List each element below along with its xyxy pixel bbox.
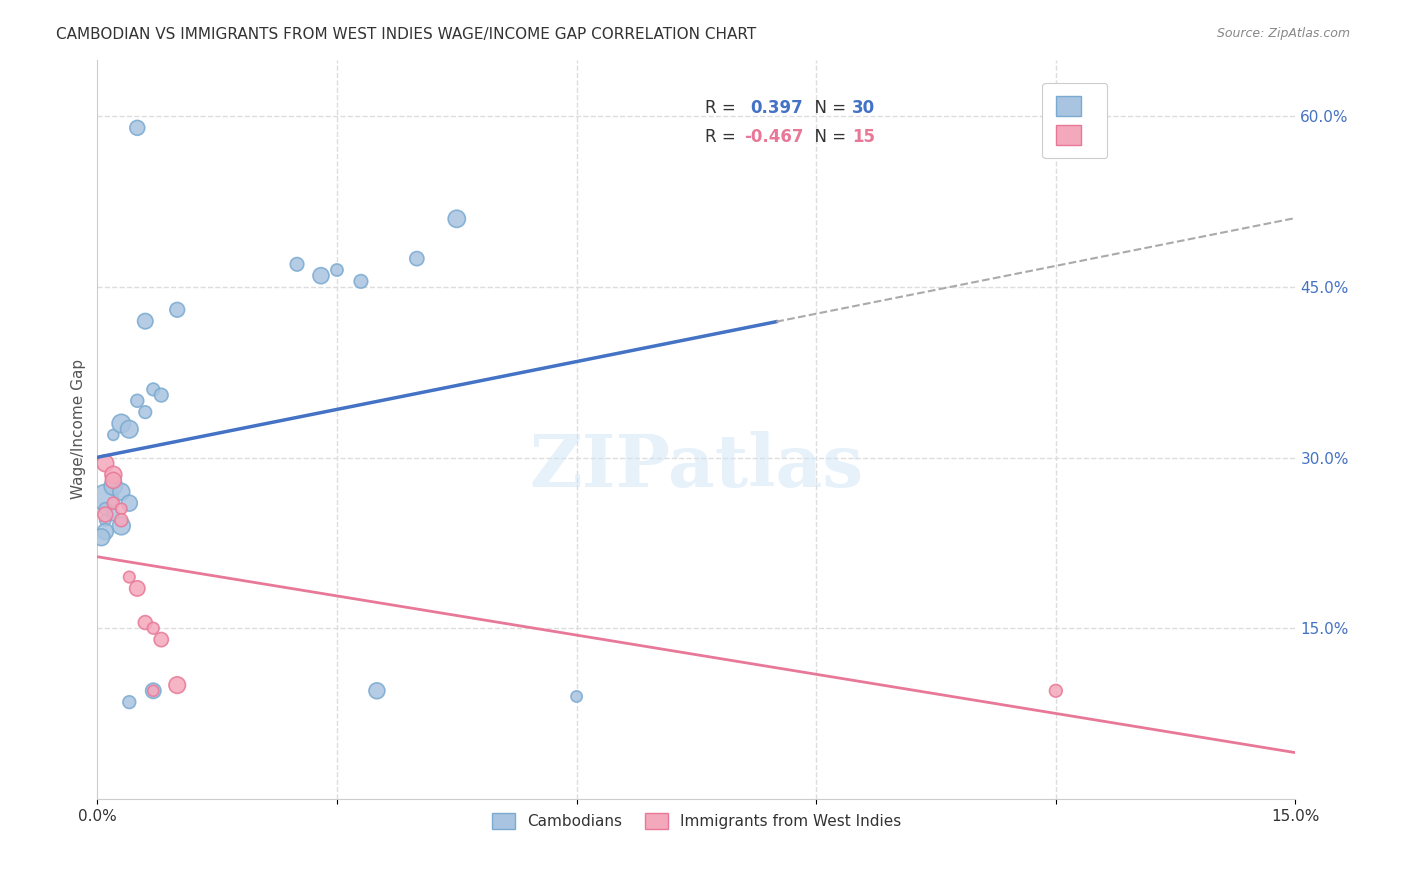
- Point: [103, 508, 125, 522]
- Point: [1045, 683, 1067, 698]
- Point: [118, 496, 141, 510]
- Point: [94, 513, 117, 527]
- Point: [150, 388, 173, 402]
- Point: [94, 524, 117, 539]
- Point: [103, 474, 125, 488]
- Point: [150, 632, 173, 647]
- Text: CAMBODIAN VS IMMIGRANTS FROM WEST INDIES WAGE/INCOME GAP CORRELATION CHART: CAMBODIAN VS IMMIGRANTS FROM WEST INDIES…: [56, 27, 756, 42]
- Point: [405, 252, 427, 266]
- Text: R =: R =: [704, 128, 741, 146]
- Legend: Cambodians, Immigrants from West Indies: Cambodians, Immigrants from West Indies: [485, 807, 907, 836]
- Point: [127, 120, 149, 135]
- Point: [142, 683, 165, 698]
- Point: [110, 501, 132, 516]
- Point: [142, 383, 165, 397]
- Point: [110, 484, 132, 499]
- Point: [118, 695, 141, 709]
- Point: [309, 268, 332, 283]
- Point: [446, 211, 468, 226]
- Point: [110, 519, 132, 533]
- Point: [110, 417, 132, 431]
- Point: [285, 257, 308, 271]
- Point: [366, 683, 388, 698]
- Text: 0.397: 0.397: [751, 99, 803, 117]
- Text: -0.467: -0.467: [744, 128, 804, 146]
- Point: [166, 302, 188, 317]
- Text: N =: N =: [804, 99, 852, 117]
- Point: [118, 422, 141, 436]
- Point: [134, 405, 156, 419]
- Point: [166, 678, 188, 692]
- Point: [110, 513, 132, 527]
- Text: ZIPatlas: ZIPatlas: [529, 431, 863, 501]
- Point: [94, 501, 117, 516]
- Text: 15: 15: [852, 128, 875, 146]
- Point: [94, 491, 117, 505]
- Point: [565, 690, 588, 704]
- Point: [94, 508, 117, 522]
- Text: 30: 30: [852, 99, 876, 117]
- Point: [134, 615, 156, 630]
- Point: [103, 479, 125, 493]
- Point: [142, 683, 165, 698]
- Point: [127, 582, 149, 596]
- Point: [103, 428, 125, 442]
- Point: [90, 530, 112, 544]
- Text: N =: N =: [804, 128, 852, 146]
- Text: R =: R =: [704, 99, 747, 117]
- Point: [350, 274, 373, 288]
- Point: [326, 263, 349, 277]
- Y-axis label: Wage/Income Gap: Wage/Income Gap: [72, 359, 86, 500]
- Point: [118, 570, 141, 584]
- Point: [103, 496, 125, 510]
- Point: [103, 467, 125, 482]
- Text: Source: ZipAtlas.com: Source: ZipAtlas.com: [1216, 27, 1350, 40]
- Point: [142, 621, 165, 635]
- Point: [134, 314, 156, 328]
- Point: [127, 393, 149, 408]
- Point: [94, 456, 117, 470]
